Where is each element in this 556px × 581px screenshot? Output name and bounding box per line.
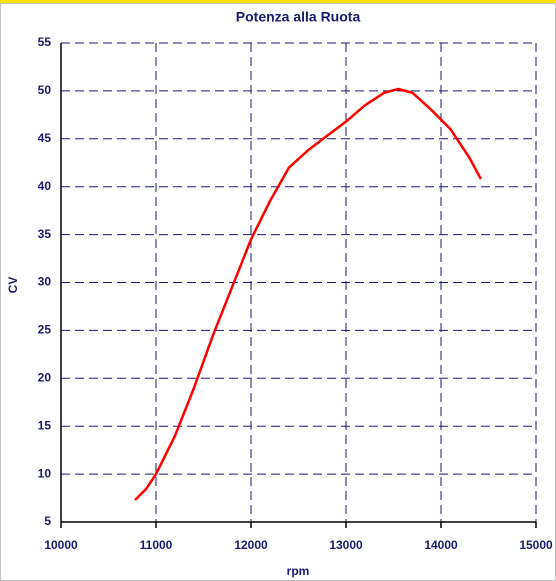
x-tick-label: 14000 (424, 538, 458, 552)
y-tick-label: 10 (38, 466, 52, 480)
y-tick-label: 30 (38, 275, 52, 289)
x-tick-label: 12000 (234, 538, 268, 552)
y-tick-label: 45 (38, 131, 52, 145)
y-tick-label: 15 (38, 418, 52, 432)
x-tick-label: 10000 (44, 538, 78, 552)
y-tick-label: 50 (38, 83, 52, 97)
data-line (134, 87, 482, 501)
x-tick-label: 15000 (519, 538, 553, 552)
y-tick-label: 25 (38, 323, 52, 337)
y-tick-label: 20 (38, 370, 52, 384)
y-tick-label: 55 (38, 35, 52, 49)
chart-title: Potenza alla Ruota (236, 9, 361, 25)
y-axis-label: CV (6, 277, 20, 294)
x-tick-label: 13000 (329, 538, 363, 552)
y-tick-label: 35 (38, 227, 52, 241)
top-border (0, 0, 556, 3)
y-tick-label: 5 (44, 514, 51, 528)
x-axis-label: rpm (287, 564, 310, 578)
frame (0, 3, 556, 581)
x-tick-label: 11000 (140, 538, 173, 552)
y-tick-label: 40 (38, 179, 52, 193)
